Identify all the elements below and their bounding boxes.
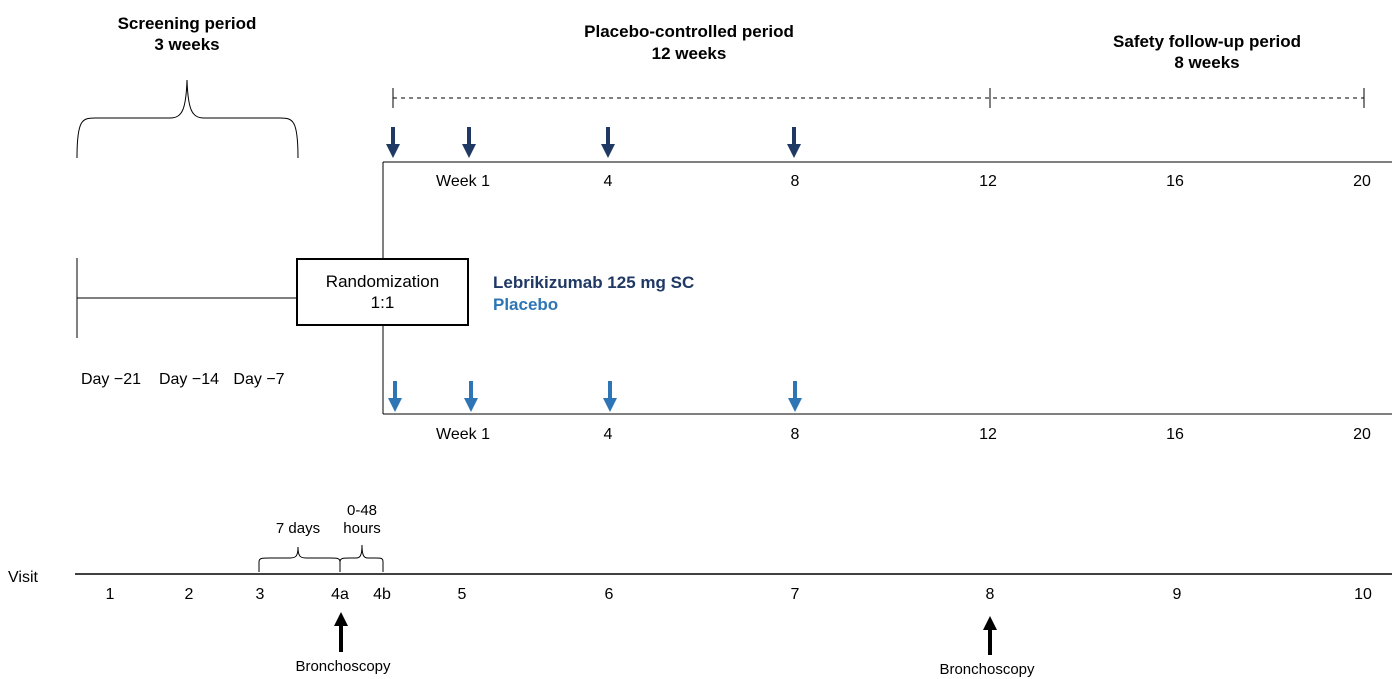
randomization-ratio: 1:1 xyxy=(370,293,395,312)
drug-dose-arrow-icon xyxy=(787,127,801,158)
drug-dose-arrow-icon xyxy=(462,127,476,158)
visit-number: 6 xyxy=(604,586,614,603)
visit-number: 2 xyxy=(184,586,194,603)
randomization-box: Randomization 1:1 xyxy=(296,258,469,326)
placebo-week-label: 4 xyxy=(603,426,613,443)
placebo-dose-arrow-icon xyxy=(388,381,402,412)
visit-number: 9 xyxy=(1172,586,1182,603)
screening-period-title: Screening period xyxy=(117,14,257,33)
placebo-week-label: 20 xyxy=(1353,426,1371,443)
safety-period-title: Safety follow-up period xyxy=(1113,32,1301,51)
hours-label-line2: hours xyxy=(343,520,381,537)
drug-arm-label: Lebrikizumab 125 mg SC xyxy=(493,273,695,292)
visit-number: 5 xyxy=(457,586,467,603)
visit-number: 10 xyxy=(1354,586,1372,603)
visit-number: 4b xyxy=(373,586,391,603)
seven-days-brace xyxy=(258,546,341,572)
screening-day-label: Day −7 xyxy=(233,371,285,388)
placebo-week-label: Week 1 xyxy=(436,426,490,443)
screening-brace xyxy=(76,79,299,159)
screening-day-label: Day −21 xyxy=(80,371,142,388)
visit-number: 3 xyxy=(255,586,265,603)
screening-period-duration: 3 weeks xyxy=(154,35,220,54)
drug-dose-arrow-icon xyxy=(601,127,615,158)
drug-week-label: 12 xyxy=(979,173,997,190)
screening-day-label: Day −14 xyxy=(158,371,220,388)
placebo-period-duration: 12 weeks xyxy=(651,44,727,63)
bronchoscopy-up-arrow-icon xyxy=(983,616,997,655)
placebo-period-title: Placebo-controlled period xyxy=(584,22,794,41)
seven-days-label: 7 days xyxy=(275,520,321,537)
visit-axis-label: Visit xyxy=(8,569,38,586)
bronchoscopy-up-arrow-icon xyxy=(334,612,348,652)
placebo-dose-arrow-icon xyxy=(603,381,617,412)
placebo-arm-label: Placebo xyxy=(493,295,559,314)
placebo-dose-arrow-icon xyxy=(464,381,478,412)
placebo-week-label: 12 xyxy=(979,426,997,443)
hours-brace xyxy=(339,544,384,572)
safety-period-duration: 8 weeks xyxy=(1174,53,1240,72)
visit-number: 4a xyxy=(331,586,349,603)
drug-week-label: 4 xyxy=(603,173,613,190)
drug-week-label: 8 xyxy=(790,173,800,190)
visit-number: 7 xyxy=(790,586,800,603)
placebo-dose-arrow-icon xyxy=(788,381,802,412)
bronchoscopy-label: Bronchoscopy xyxy=(939,661,1035,678)
hours-label-line1: 0-48 xyxy=(346,502,378,519)
drug-dose-arrow-icon xyxy=(386,127,400,158)
randomization-label: Randomization xyxy=(325,272,440,291)
placebo-week-label: 8 xyxy=(790,426,800,443)
placebo-week-label: 16 xyxy=(1166,426,1184,443)
visit-number: 8 xyxy=(985,586,995,603)
drug-week-label: 20 xyxy=(1353,173,1371,190)
bronchoscopy-label: Bronchoscopy xyxy=(295,658,391,675)
drug-week-label: Week 1 xyxy=(436,173,490,190)
drug-week-label: 16 xyxy=(1166,173,1184,190)
visit-number: 1 xyxy=(105,586,115,603)
